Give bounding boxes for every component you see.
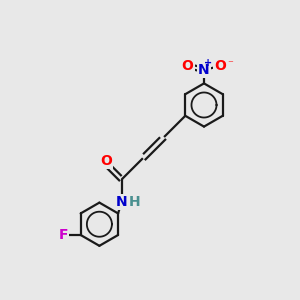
Text: N: N: [198, 63, 210, 77]
Text: O: O: [182, 59, 194, 73]
Text: +: +: [204, 58, 212, 68]
Text: ⁻: ⁻: [227, 59, 233, 69]
Text: O: O: [100, 154, 112, 168]
Text: H: H: [128, 195, 140, 209]
Text: O: O: [214, 59, 226, 73]
Text: N: N: [116, 195, 127, 209]
Text: F: F: [59, 228, 68, 242]
